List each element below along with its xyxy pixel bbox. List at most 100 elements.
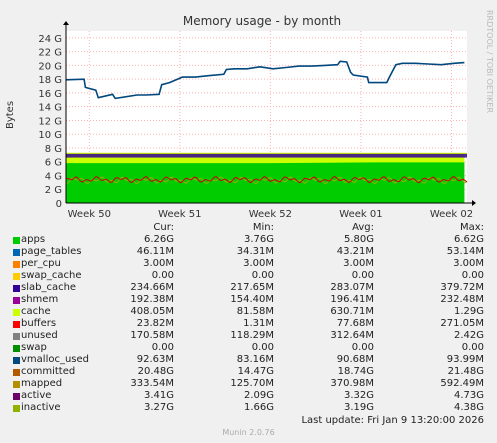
legend-max: 21.48G — [447, 366, 484, 377]
x-tick-label: Week 02 — [430, 209, 473, 220]
y-tick-label: 12 G — [38, 116, 62, 127]
legend-swatch — [13, 369, 20, 376]
y-tick-label: 8 G — [45, 144, 62, 155]
legend-max: 4.38G — [453, 402, 484, 413]
legend-min: 1.66G — [243, 402, 274, 413]
x-axis-arrow — [472, 200, 476, 206]
legend-max: 379.72M — [440, 282, 484, 293]
legend-swatch — [13, 309, 20, 316]
legend-max: 592.49M — [440, 378, 484, 389]
legend-max: 1.29G — [453, 306, 484, 317]
header-max: Max: — [459, 222, 484, 233]
line-active — [65, 175, 468, 184]
header-min: Min: — [252, 222, 274, 233]
legend-min: 14.47G — [237, 366, 274, 377]
legend-header: Cur: Min: Avg: Max: — [0, 222, 497, 234]
legend-avg: 5.80G — [343, 234, 374, 245]
legend-name: unused — [21, 330, 58, 341]
x-tick-label: Week 51 — [158, 209, 201, 220]
legend-name: committed — [21, 366, 76, 377]
legend-max: 232.48M — [440, 294, 484, 305]
legend-row-buffers: buffers 23.82M 1.31M 77.68M 271.05M — [0, 318, 497, 330]
legend-cur: 234.66M — [130, 282, 174, 293]
x-tick-label: Week 50 — [68, 209, 111, 220]
legend-cur: 0.00 — [151, 342, 174, 353]
legend-avg: 370.98M — [330, 378, 374, 389]
chart-title: Memory usage - by month — [183, 14, 341, 28]
legend-max: 271.05M — [440, 318, 484, 329]
legend-row-apps: apps 6.26G 3.76G 5.80G 6.62G — [0, 234, 497, 246]
legend-min: 3.76G — [243, 234, 274, 245]
legend-cur: 3.00M — [143, 258, 174, 269]
y-tick-label: 14 G — [38, 103, 62, 114]
legend-swatch — [13, 345, 20, 352]
legend-max: 0.00 — [461, 270, 484, 281]
legend-name: shmem — [21, 294, 59, 305]
y-tick-label: 10 G — [38, 130, 62, 141]
legend-swatch — [13, 405, 20, 412]
legend-min: 125.70M — [230, 378, 274, 389]
legend-min: 0.00 — [251, 270, 274, 281]
legend-swatch — [13, 333, 20, 340]
legend-row-per_cpu: per_cpu 3.00M 3.00M 3.00M 3.00M — [0, 258, 497, 270]
header-cur: Cur: — [153, 222, 174, 233]
legend-cur: 192.38M — [130, 294, 174, 305]
legend-row-vmalloc_used: vmalloc_used 92.63M 83.16M 90.68M 93.99M — [0, 354, 497, 366]
y-tick-label: 24 G — [38, 34, 62, 45]
y-tick-label: 0 — [56, 199, 62, 210]
legend-swatch — [13, 297, 20, 304]
legend-avg: 0.00 — [351, 342, 374, 353]
legend-min: 34.31M — [236, 246, 274, 257]
y-tick-label: 2 G — [45, 185, 62, 196]
legend-row-swap_cache: swap_cache 0.00 0.00 0.00 0.00 — [0, 270, 497, 282]
legend-swatch — [13, 393, 20, 400]
legend-cur: 92.63M — [136, 354, 174, 365]
legend-avg: 630.71M — [330, 306, 374, 317]
area-cache-top — [66, 152, 467, 154]
legend-cur: 333.54M — [130, 378, 174, 389]
legend-max: 0.00 — [461, 342, 484, 353]
legend-cur: 23.82M — [136, 318, 174, 329]
legend-name: slab_cache — [21, 282, 77, 293]
legend-avg: 3.19G — [343, 402, 374, 413]
last-update: Last update: Fri Jan 9 13:20:00 2026 — [301, 415, 484, 426]
legend-avg: 90.68M — [336, 354, 374, 365]
legend-min: 118.29M — [230, 330, 274, 341]
memory-chart: 0 2 G 4 G 6 G 8 G 10 G 12 G 14 G 16 G 18 G 20 G 22 … — [5, 14, 476, 220]
legend-row-active: active 3.41G 2.09G 3.32G 4.73G — [0, 390, 497, 402]
y-tick-label: 4 G — [45, 171, 62, 182]
legend-swatch — [13, 261, 20, 268]
legend-cur: 3.41G — [143, 390, 174, 401]
y-tick-label: 6 G — [45, 158, 62, 169]
legend-avg: 3.32G — [343, 390, 374, 401]
legend-swatch — [13, 321, 20, 328]
legend-avg: 3.00M — [343, 258, 374, 269]
legend-min: 0.00 — [251, 342, 274, 353]
legend-min: 83.16M — [236, 354, 274, 365]
legend-min: 1.31M — [243, 318, 274, 329]
legend-avg: 312.64M — [330, 330, 374, 341]
area-apps — [66, 162, 465, 203]
legend-max: 53.14M — [446, 246, 484, 257]
legend-name: mapped — [21, 378, 63, 389]
legend-row-unused: unused 170.58M 118.29M 312.64M 2.42G — [0, 330, 497, 342]
legend-avg: 43.21M — [336, 246, 374, 257]
line-committed — [65, 60, 465, 100]
legend-name: swap_cache — [21, 270, 82, 281]
legend-row-slab_cache: slab_cache 234.66M 217.65M 283.07M 379.72M — [0, 282, 497, 294]
legend-max: 93.99M — [446, 354, 484, 365]
legend-row-inactive: inactive 3.27G 1.66G 3.19G 4.38G — [0, 402, 497, 414]
legend-row-mapped: mapped 333.54M 125.70M 370.98M 592.49M — [0, 378, 497, 390]
legend-name: swap — [21, 342, 47, 353]
legend-row-shmem: shmem 192.38M 154.40M 196.41M 232.48M — [0, 294, 497, 306]
legend-avg: 18.74G — [337, 366, 374, 377]
x-tick-label: Week 01 — [339, 209, 382, 220]
legend-name: apps — [21, 234, 46, 245]
legend-cur: 6.26G — [143, 234, 174, 245]
legend-avg: 283.07M — [330, 282, 374, 293]
legend-name: active — [21, 390, 52, 401]
legend-swatch — [13, 285, 20, 292]
y-tick-label: 22 G — [38, 48, 62, 59]
y-tick-label: 18 G — [38, 75, 62, 86]
legend-cur: 3.27G — [143, 402, 174, 413]
